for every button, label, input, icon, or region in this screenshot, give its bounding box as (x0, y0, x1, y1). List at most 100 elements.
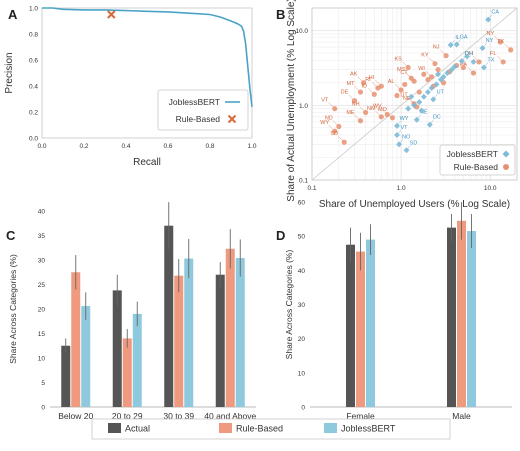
state-label-rule-based: WY (320, 120, 329, 126)
label-leader-line (375, 79, 382, 87)
panel-label-c: C (6, 228, 16, 243)
label-leader-line (371, 81, 379, 89)
state-label-rule-based: HI (369, 75, 375, 81)
y-tick-label-c: 35 (38, 233, 46, 240)
y-axis-label-c: Share Across Categories (%) (8, 254, 18, 364)
bottom-legend-label: JoblessBERT (341, 424, 396, 434)
label-leader-line (472, 55, 480, 63)
scatter-point-rule-based (402, 81, 408, 88)
bar-actual (164, 225, 174, 407)
label-leader-line (456, 39, 461, 45)
y-tick-label-c: 5 (41, 380, 45, 387)
legend-box-a (157, 89, 249, 131)
y-tick-label-c: 25 (38, 282, 46, 289)
y-tick-label-c: 0 (41, 405, 45, 412)
scatter-point-joblessbert (444, 70, 451, 77)
state-label-rule-based: MS (397, 67, 406, 73)
y-tick-label-c: 30 (38, 258, 46, 265)
label-leader-line (381, 108, 388, 115)
scatter-point-joblessbert (420, 93, 427, 100)
y-tick-label-d: 10 (298, 370, 306, 377)
scatter-point-rule-based (440, 80, 447, 86)
scatter-point-joblessbert (408, 93, 415, 100)
y-tick-label-a: 0.4 (29, 84, 38, 91)
label-leader-line (328, 102, 335, 109)
scatter-point-joblessbert (440, 73, 447, 80)
state-label-joblessbert: TX (487, 57, 494, 63)
state-label-rule-based: MT (346, 81, 355, 87)
legend-label-joblessbert-b: JoblessBERT (447, 149, 498, 159)
label-leader-line (494, 35, 501, 43)
scatter-point-joblessbert (428, 85, 435, 92)
legend-circle-icon (503, 164, 509, 170)
x-tick-label-a: 0.0 (37, 143, 46, 150)
state-label-joblessbert: SD (410, 140, 418, 146)
label-leader-line (482, 43, 487, 49)
y-axis-label-b: Share of Actual Unemployment (% Log Scal… (286, 0, 297, 202)
bar-actual (447, 227, 456, 407)
bar-rule-based (122, 338, 132, 407)
state-label-rule-based: ME (346, 110, 355, 116)
x-axis-label-b: Share of Unemployed Users (% Log Scale) (319, 199, 510, 210)
state-label-rule-based: ND (325, 115, 333, 121)
state-label-rule-based: VT (321, 98, 329, 104)
label-leader-line (328, 124, 335, 132)
label-leader-line (416, 114, 421, 120)
state-label-rule-based: CT (400, 70, 408, 76)
state-label-joblessbert: WY (400, 116, 409, 122)
x-tick-label-a: 0.2 (79, 143, 88, 150)
label-leader-line (467, 66, 474, 74)
scatter-point-rule-based (460, 64, 466, 71)
label-leader-line (401, 61, 409, 68)
scatter-point-joblessbert (418, 107, 425, 114)
diagonal-reference-line (311, 7, 518, 181)
y-tick-label-d: 50 (298, 234, 306, 241)
y-tick-label-d: 40 (298, 268, 306, 275)
state-label-joblessbert: CA (491, 10, 499, 16)
state-label-rule-based: FL (490, 51, 496, 57)
state-label-rule-based: OH (465, 51, 473, 57)
legend-swatch-actual (108, 423, 121, 433)
legend-swatch-joblessbert (324, 423, 337, 433)
state-label-rule-based: ID (362, 83, 368, 89)
label-leader-line (497, 55, 504, 63)
state-label-rule-based: KY (421, 53, 429, 59)
y-tick-label-b: 0.1 (299, 178, 308, 185)
label-leader-line (375, 110, 382, 118)
scatter-point-rule-based (394, 92, 400, 99)
label-leader-line (407, 97, 415, 104)
state-label-rule-based: NE (403, 96, 411, 102)
y-tick-label-d: 30 (298, 302, 306, 309)
label-leader-line (394, 83, 402, 91)
label-leader-line (439, 49, 447, 56)
scatter-point-joblessbert (424, 89, 431, 96)
x-tick-label-a: 1.0 (247, 143, 256, 150)
x-tick-label-b: 1.0 (397, 185, 406, 192)
category-label-c: 30 to 39 (163, 411, 194, 421)
x-axis-label-a: Recall (133, 157, 161, 168)
state-label-joblessbert: UT (437, 89, 445, 95)
bar-joblessbert (132, 313, 142, 407)
legend-label-joblessbert-a: JoblessBERT (169, 97, 220, 107)
category-label-d: Male (452, 411, 471, 421)
panel-label-d: D (276, 228, 285, 243)
state-label-rule-based: KS (394, 56, 402, 62)
label-leader-line (357, 76, 364, 83)
category-label-c: 40 and Above (204, 411, 256, 421)
state-label-rule-based: AL (388, 79, 395, 85)
y-tick-label-a: 0.0 (29, 136, 38, 143)
panel-label-a: A (8, 7, 18, 22)
scatter-point-rule-based (421, 71, 427, 77)
y-tick-label-d: 60 (298, 200, 306, 207)
scatter-point-joblessbert (451, 63, 458, 70)
y-tick-label-a: 0.8 (29, 32, 38, 39)
bar-actual (215, 274, 225, 407)
state-label-rule-based: AK (350, 72, 358, 78)
state-label-joblessbert: NO (402, 134, 411, 140)
plot-area-b (311, 7, 518, 181)
y-tick-label-c: 15 (38, 331, 46, 338)
y-tick-label-a: 0.2 (29, 110, 38, 117)
y-tick-label-c: 40 (38, 209, 46, 216)
pr-curve-joblessbert (42, 7, 253, 107)
label-leader-line (332, 120, 339, 127)
